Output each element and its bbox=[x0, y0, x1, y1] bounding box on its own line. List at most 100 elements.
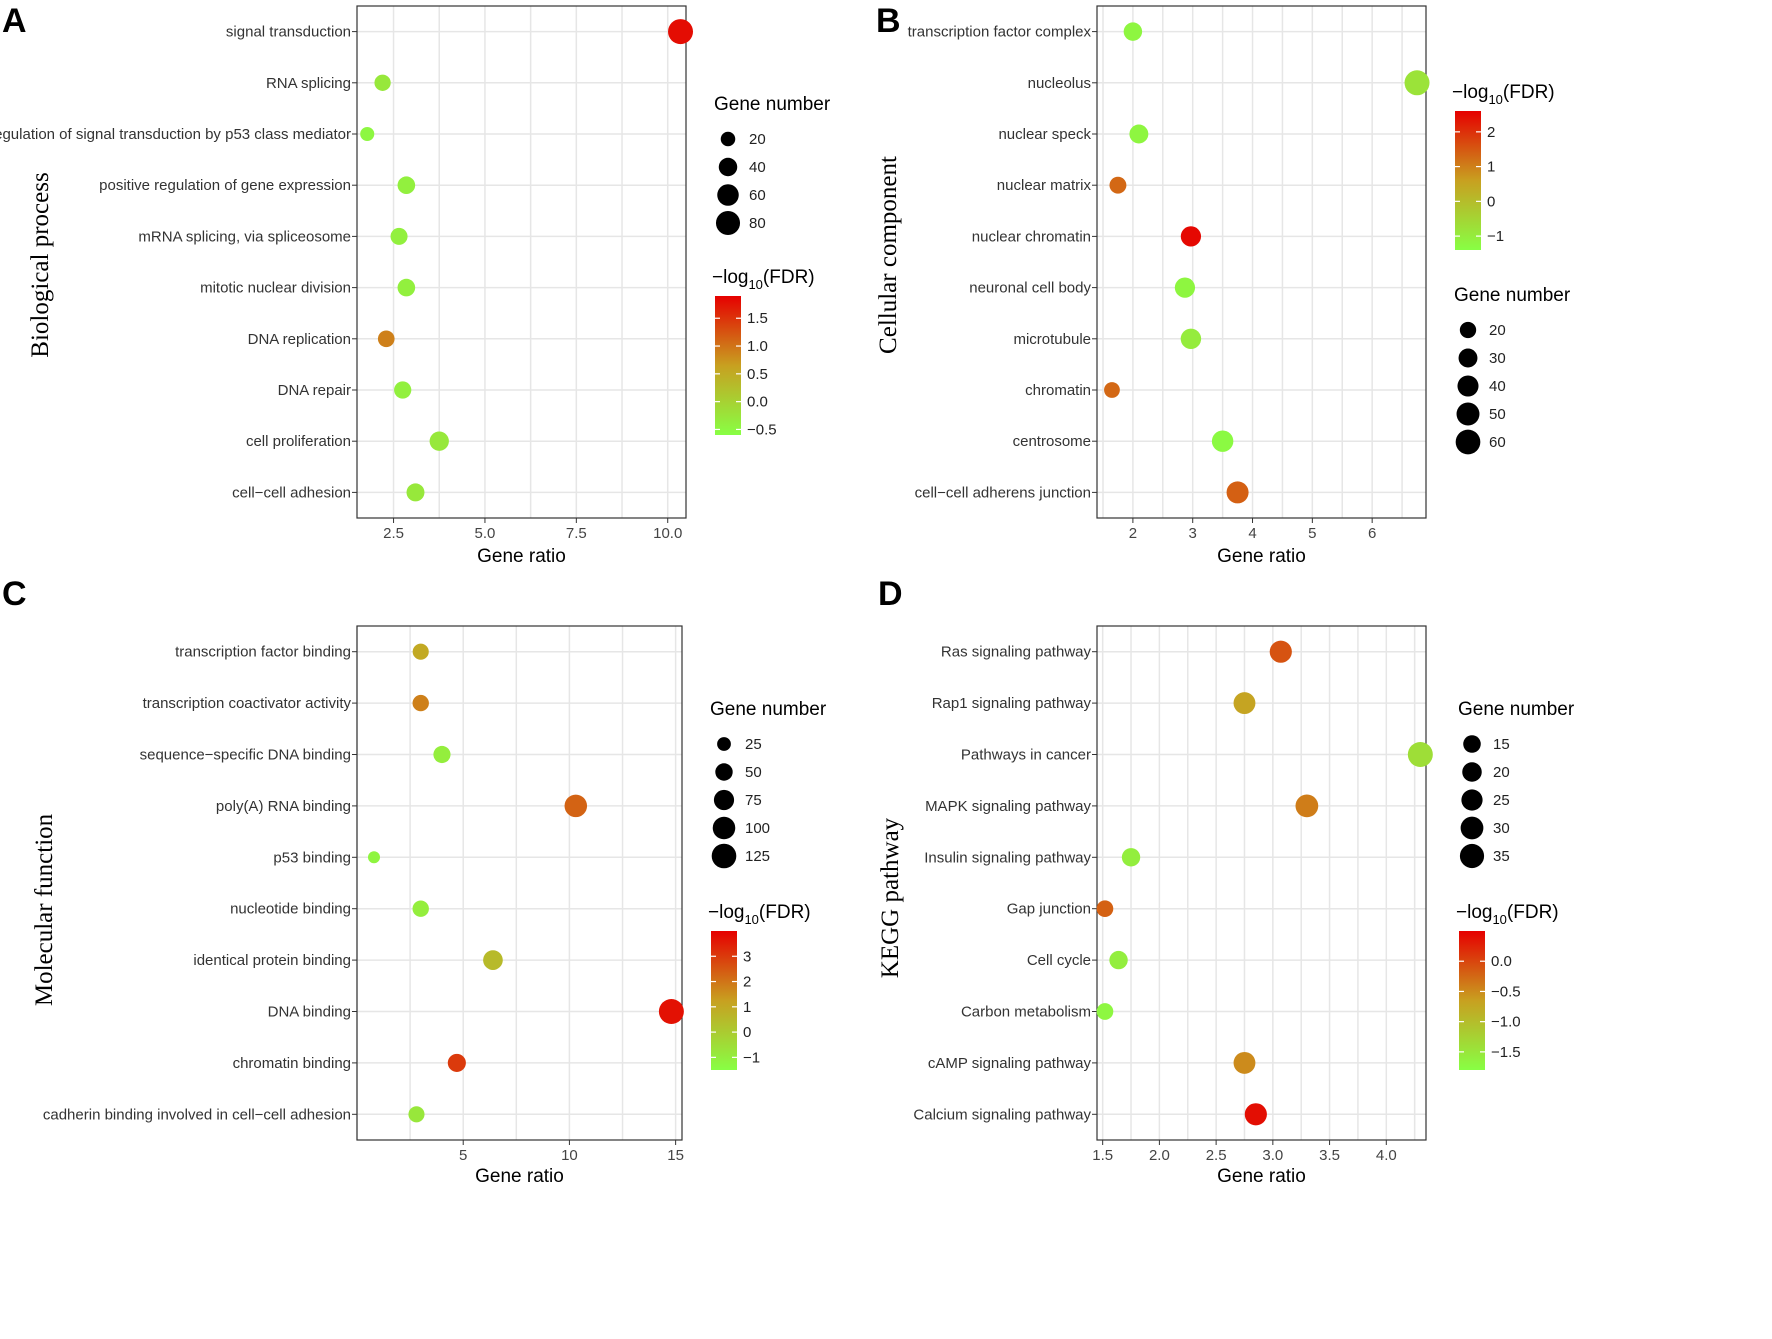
size-legend-title: Gene number bbox=[710, 699, 827, 720]
color-legend-label: −1.0 bbox=[1491, 1014, 1521, 1031]
color-legend-label: 0.5 bbox=[747, 366, 768, 383]
color-legend-bar bbox=[1459, 931, 1485, 1070]
color-legend-title-prefix: −log bbox=[1452, 82, 1488, 103]
color-legend-label: 2 bbox=[743, 974, 751, 991]
panel-a: A Biological process signal transduction RN… bbox=[0, 2, 831, 567]
size-legend-label: 125 bbox=[745, 848, 770, 865]
size-legend-key bbox=[1459, 321, 1477, 339]
color-legend-label: −1 bbox=[743, 1049, 760, 1066]
size-legend-label: 60 bbox=[749, 187, 766, 204]
data-point bbox=[658, 999, 684, 1024]
size-legend-key bbox=[1457, 375, 1479, 397]
category-label: Ras signaling pathway bbox=[941, 644, 1092, 661]
category-label: mitotic nuclear division bbox=[200, 280, 351, 297]
data-point bbox=[1180, 328, 1202, 350]
category-label: nucleotide binding bbox=[230, 901, 351, 918]
x-tick-label: 10 bbox=[561, 1147, 578, 1164]
x-tick-label: 2.5 bbox=[1206, 1147, 1227, 1164]
x-tick-label: 4.0 bbox=[1376, 1147, 1397, 1164]
size-legend-key bbox=[717, 737, 731, 751]
plot-area bbox=[1097, 626, 1426, 1140]
category-label: identical protein binding bbox=[193, 952, 351, 969]
size-legend-key bbox=[717, 184, 739, 206]
data-point bbox=[1121, 848, 1141, 867]
x-tick-label: 5.0 bbox=[475, 525, 496, 542]
color-legend-title: −log10(FDR) bbox=[1456, 902, 1559, 927]
category-label: transcription factor complex bbox=[908, 24, 1092, 41]
x-tick-label: 1.5 bbox=[1092, 1147, 1113, 1164]
category-label: RNA splicing bbox=[266, 75, 351, 92]
data-point bbox=[394, 381, 412, 399]
data-point bbox=[374, 74, 391, 91]
category-label: nuclear matrix bbox=[997, 177, 1092, 194]
data-point bbox=[564, 794, 588, 818]
x-tick-label: 10.0 bbox=[653, 525, 682, 542]
color-legend-title-suffix: (FDR) bbox=[1507, 902, 1559, 923]
data-point bbox=[1244, 1103, 1267, 1126]
data-point bbox=[1211, 430, 1234, 452]
data-point bbox=[1174, 277, 1196, 298]
size-legend-label: 30 bbox=[1493, 820, 1510, 837]
x-tick-label: 3.5 bbox=[1319, 1147, 1340, 1164]
data-point bbox=[433, 745, 451, 764]
category-label: sequence−specific DNA binding bbox=[140, 747, 351, 764]
color-legend-label: −1 bbox=[1487, 228, 1504, 245]
color-legend-title-suffix: (FDR) bbox=[759, 902, 811, 923]
size-legend-key bbox=[712, 816, 736, 840]
x-axis-title: Gene ratio bbox=[1217, 546, 1306, 567]
category-label: DNA replication bbox=[248, 331, 351, 348]
category-label: poly(A) RNA binding bbox=[216, 798, 351, 815]
data-point bbox=[1233, 692, 1256, 715]
panel-c: C Molecular function transcription factor … bbox=[2, 575, 827, 1187]
color-legend-label: 0 bbox=[1487, 193, 1495, 210]
plot-frame bbox=[1096, 5, 1427, 519]
size-legend-key bbox=[1455, 429, 1481, 455]
color-legend-title: −log10(FDR) bbox=[708, 902, 811, 927]
size-legend-title: Gene number bbox=[714, 94, 831, 115]
category-label: Gap junction bbox=[1007, 901, 1091, 918]
panel-d: D KEGG pathway Ras signaling pathway Rap1 s… bbox=[877, 575, 1575, 1187]
x-tick-label: 4 bbox=[1248, 525, 1256, 542]
color-legend-label: −1.5 bbox=[1491, 1044, 1521, 1061]
data-point bbox=[377, 330, 395, 348]
color-legend-title-prefix: −log bbox=[712, 267, 748, 288]
color-legend-label: 1.5 bbox=[747, 310, 768, 327]
size-legend-key bbox=[715, 763, 733, 781]
size-legend-key bbox=[1462, 762, 1482, 782]
category-label: nuclear speck bbox=[998, 126, 1091, 143]
category-label: positive regulation of gene expression bbox=[99, 177, 351, 194]
category-label: Pathways in cancer bbox=[961, 747, 1091, 764]
data-point bbox=[429, 431, 449, 451]
x-tick-label: 2.0 bbox=[1149, 1147, 1170, 1164]
x-tick-label: 7.5 bbox=[566, 525, 587, 542]
category-label: DNA repair bbox=[278, 382, 351, 399]
size-legend-key bbox=[1456, 402, 1480, 426]
color-legend-label: −0.5 bbox=[1491, 983, 1521, 1000]
size-legend-label: 30 bbox=[1489, 350, 1506, 367]
color-legend-title-subscript: 10 bbox=[748, 277, 762, 292]
size-legend-label: 25 bbox=[1493, 792, 1510, 809]
category-label: chromatin binding bbox=[233, 1055, 351, 1072]
category-label: cell proliferation bbox=[246, 433, 351, 450]
category-label: regulation of signal transduction by p53… bbox=[0, 126, 351, 143]
data-point bbox=[1407, 742, 1433, 767]
color-legend-label: 1 bbox=[1487, 159, 1495, 176]
size-legend-key bbox=[713, 789, 735, 811]
color-legend-title-suffix: (FDR) bbox=[1503, 82, 1555, 103]
color-legend-bar bbox=[715, 296, 741, 435]
x-tick-label: 6 bbox=[1368, 525, 1376, 542]
category-label: nuclear chromatin bbox=[972, 228, 1091, 245]
x-tick-label: 15 bbox=[667, 1147, 684, 1164]
plot-area bbox=[1097, 6, 1426, 518]
data-point bbox=[1233, 1051, 1256, 1074]
x-tick-label: 2 bbox=[1129, 525, 1137, 542]
size-legend-key bbox=[715, 210, 741, 236]
color-legend-title-subscript: 10 bbox=[744, 912, 758, 927]
size-legend-label: 50 bbox=[745, 764, 762, 781]
y-axis-title: Biological process bbox=[27, 172, 54, 357]
color-legend-title-subscript: 10 bbox=[1488, 92, 1502, 107]
category-label: Carbon metabolism bbox=[961, 1004, 1091, 1021]
size-legend-label: 50 bbox=[1489, 406, 1506, 423]
plot-frame bbox=[1096, 625, 1427, 1141]
color-legend-title-prefix: −log bbox=[1456, 902, 1492, 923]
